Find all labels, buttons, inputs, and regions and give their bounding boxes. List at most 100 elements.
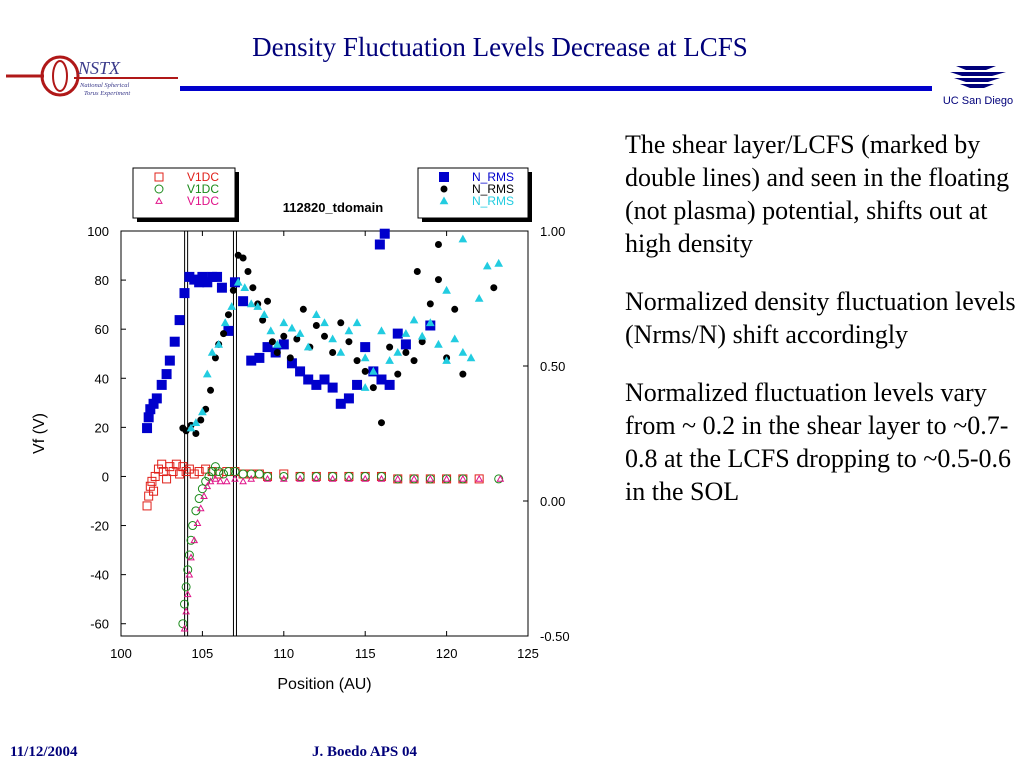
data-point [386, 343, 394, 351]
data-point [482, 261, 492, 270]
data-point [238, 469, 248, 479]
data-point [426, 300, 434, 308]
data-point [244, 268, 252, 275]
plot-frame [120, 230, 529, 637]
data-point [151, 393, 162, 404]
data-point [344, 471, 354, 481]
data-point [361, 474, 370, 482]
legend-label: V1DC [187, 194, 219, 208]
data-point [402, 349, 410, 356]
y-left-axis-label: Vf (V) [31, 413, 48, 454]
data-point [229, 286, 237, 294]
data-point [191, 418, 201, 426]
data-point [264, 297, 272, 305]
x-tick-label: 110 [273, 646, 294, 661]
legend-box [132, 167, 236, 219]
data-point [494, 258, 504, 267]
data-point [193, 519, 202, 526]
data-point [410, 357, 418, 365]
legend-label: V1DC [187, 170, 219, 184]
x-tick-label: 100 [110, 646, 132, 661]
data-point [197, 416, 205, 424]
data-point [227, 302, 237, 310]
data-point [162, 474, 172, 484]
nstx-logo-text: NSTX [77, 58, 121, 78]
data-point [239, 477, 247, 485]
data-point [434, 339, 443, 348]
data-point [312, 310, 321, 318]
data-point [279, 318, 289, 327]
data-point [345, 338, 353, 346]
data-point [207, 467, 217, 477]
x-tick-label: 105 [192, 646, 214, 661]
legend-label: V1DC [187, 182, 219, 196]
y-left-tick-label: -40 [90, 568, 109, 583]
data-point [182, 607, 190, 615]
slide-title: Density Fluctuation Levels Decrease at L… [252, 32, 748, 62]
y-left-tick-label: 100 [87, 224, 109, 239]
data-point [144, 491, 154, 501]
data-point [179, 288, 190, 299]
data-point [203, 482, 212, 490]
y-left-tick-label: 40 [95, 371, 109, 386]
data-point [212, 271, 223, 282]
data-point [374, 239, 385, 250]
data-point [312, 474, 321, 482]
legend-label: N_RMS [472, 170, 514, 184]
data-point [263, 474, 272, 482]
data-point [279, 469, 289, 479]
data-point [344, 326, 354, 335]
data-point [224, 311, 232, 319]
data-point [254, 469, 264, 479]
data-point [279, 474, 288, 482]
data-point [296, 474, 304, 482]
data-point [377, 474, 386, 482]
data-point [216, 282, 227, 293]
data-point [413, 268, 421, 275]
data-point [434, 241, 442, 248]
data-point [295, 329, 305, 337]
data-point [268, 338, 276, 346]
y-right-tick-label: 0.50 [540, 359, 565, 374]
data-point [450, 334, 460, 343]
data-point [198, 407, 207, 416]
data-point [207, 347, 217, 356]
data-point [490, 284, 498, 292]
legend-marker [155, 196, 163, 204]
data-point [335, 398, 346, 409]
data-point [299, 305, 307, 313]
data-point [392, 328, 403, 339]
data-point [142, 423, 153, 434]
data-point [401, 329, 411, 337]
data-point [451, 305, 459, 313]
data-point [442, 356, 451, 364]
data-point [231, 474, 239, 482]
data-point [287, 323, 297, 332]
data-point [417, 331, 427, 340]
legend-marker [439, 196, 449, 205]
data-point [295, 366, 306, 377]
data-point [207, 386, 215, 394]
data-point [185, 570, 194, 578]
data-point [459, 370, 467, 378]
data-point [379, 228, 390, 239]
y-right-tick-label: 1.00 [540, 224, 565, 239]
data-point [312, 322, 320, 329]
data-point [458, 347, 468, 356]
data-point [179, 599, 189, 609]
chart-title: 112820_tdomain [283, 200, 384, 215]
data-point [222, 477, 231, 485]
data-point [220, 330, 228, 338]
data-point [328, 474, 337, 482]
y-left-tick-label: 80 [95, 273, 109, 288]
data-point [165, 462, 175, 472]
data-point [459, 474, 467, 482]
data-point [393, 474, 402, 482]
y-left-tick-label: 20 [95, 420, 109, 435]
data-point [442, 474, 451, 482]
data-point [202, 369, 212, 378]
ucsd-logo: UC San Diego [943, 66, 1013, 107]
data-point [321, 332, 328, 340]
bullet-2: Normalized density fluctuation levels (N… [625, 287, 1016, 349]
data-point [280, 332, 288, 340]
